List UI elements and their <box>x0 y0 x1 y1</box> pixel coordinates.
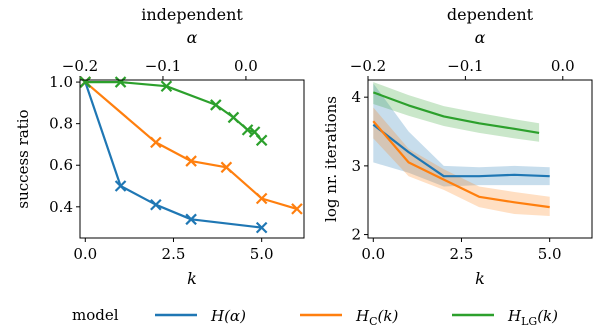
bottom-tick-label: 5.0 <box>538 245 562 263</box>
top-tick-label: −0.2 <box>62 57 98 75</box>
series-line-hlgk <box>85 80 263 142</box>
data-point-h <box>150 198 162 211</box>
y-tick-label: 4 <box>351 88 361 106</box>
top-tick-label: 0.0 <box>234 57 258 75</box>
top-tick-label: 0.0 <box>551 57 575 75</box>
legend-label: HLG(k) <box>507 307 558 328</box>
data-point-hck <box>291 203 303 215</box>
panel-title: independent <box>141 5 243 24</box>
data-point-hlgk <box>160 80 173 93</box>
data-point-hlgk <box>227 111 240 124</box>
data-point-hck <box>150 136 162 149</box>
legend-entry-h: H(α) <box>155 307 246 325</box>
data-point-hck <box>255 192 268 205</box>
top-tick-label: −0.2 <box>350 57 386 75</box>
legend-entry-hlgk: HLG(k) <box>452 307 558 328</box>
data-point-h <box>114 180 127 192</box>
x-axis-label: k <box>475 269 485 288</box>
y-tick-label: 1.0 <box>49 73 73 91</box>
series-line-hlgk <box>372 91 540 134</box>
series-line-hck <box>84 81 298 210</box>
data-point-hck <box>220 161 233 174</box>
y-tick-label: 0.4 <box>49 198 73 216</box>
y-tick-label: 0.8 <box>49 115 73 133</box>
panel-independent: independent α −0.2 −0.1 0.0 0.0 2.5 5.0 k 0.4 0.6 0… <box>14 5 305 288</box>
y-axis-label: log nr. iterations <box>322 96 340 222</box>
top-axis-label: α <box>475 28 486 47</box>
data-point-hlgk <box>241 124 254 136</box>
y-axis-label: success ratio <box>14 109 32 208</box>
legend-entry-hck: HC(k) <box>300 307 398 328</box>
x-axis-label: k <box>187 269 197 288</box>
legend-title: model <box>72 306 119 324</box>
bottom-tick-label: 0.0 <box>73 245 97 263</box>
y-tick-label: 0.6 <box>49 156 73 174</box>
bottom-tick-label: 2.5 <box>450 245 474 263</box>
data-point-h <box>255 221 268 234</box>
plot-frame <box>79 79 305 239</box>
series-line-hck <box>372 120 550 209</box>
data-point-hlgk <box>114 76 127 88</box>
legend: model H(α) HC(k) HLG(k) <box>72 306 558 328</box>
top-tick-label: −0.1 <box>145 57 181 75</box>
legend-label: HC(k) <box>355 307 398 328</box>
band-h <box>373 83 550 187</box>
y-tick-label: 3 <box>351 157 361 175</box>
top-tick-label: −0.1 <box>447 57 483 75</box>
bottom-tick-label: 2.5 <box>162 245 186 263</box>
bottom-tick-label: 0.0 <box>361 245 385 263</box>
panel-dependent: dependent α −0.2 −0.1 0.0 0.0 2.5 5.0 k 2 3 4 log nr… <box>322 5 593 288</box>
data-point-hck <box>185 155 197 167</box>
bottom-tick-label: 5.0 <box>250 245 274 263</box>
y-tick-label: 2 <box>351 226 361 244</box>
data-point-hlgk <box>255 134 268 147</box>
panel-title: dependent <box>447 5 534 24</box>
series-line-h <box>372 123 550 178</box>
data-point-hlgk <box>210 99 222 111</box>
legend-label: H(α) <box>210 307 246 325</box>
data-point-hlgk <box>79 76 92 88</box>
top-axis-label: α <box>187 28 198 47</box>
plot-frame <box>367 79 593 239</box>
data-point-h <box>185 213 197 226</box>
